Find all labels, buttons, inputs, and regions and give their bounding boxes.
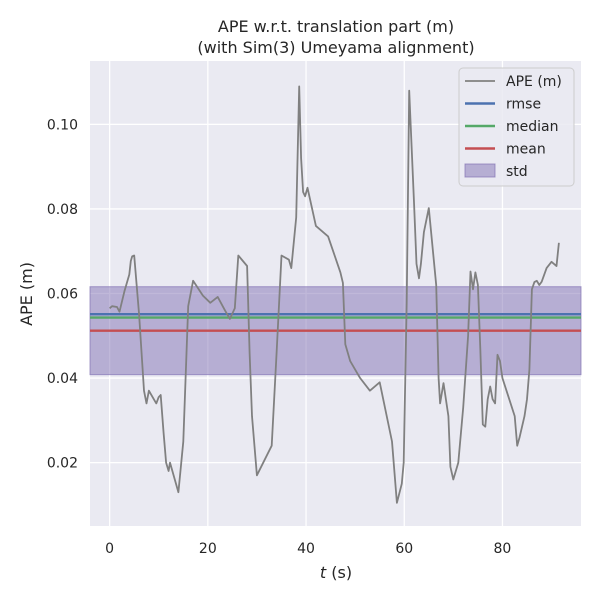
y-tick-label: 0.02 [47,456,78,472]
chart-subtitle: (with Sim(3) Umeyama alignment) [197,38,474,57]
x-axis-label-unit: (s) [326,563,352,582]
x-tick-label: 60 [395,541,413,557]
ape-line [109,85,560,504]
x-axis-label-variable: t [320,563,327,582]
statistic-lines [90,313,581,332]
chart-title: APE w.r.t. translation part (m) [218,17,454,36]
x-tick-label: 0 [105,541,114,557]
y-tick-label: 0.10 [47,117,78,133]
x-tick-label: 40 [297,541,315,557]
y-tick-label: 0.06 [47,287,78,303]
legend-label: mean [506,142,546,158]
y-axis-label: APE (m) [17,262,36,326]
legend: APE (m) rmse median mean std [458,67,575,187]
legend-label: std [506,164,528,180]
tick-labels: 0 20 40 60 80 0.02 0.04 0.06 0.08 0.10 [47,117,512,557]
legend-label: median [506,119,558,135]
y-tick-label: 0.08 [47,202,78,218]
y-tick-label: 0.04 [47,371,78,387]
legend-box [458,67,575,187]
legend-swatch-std [464,163,496,178]
legend-label: APE (m) [506,74,562,90]
x-tick-label: 80 [494,541,512,557]
ape-series-layer [109,85,560,504]
x-tick-label: 20 [199,541,217,557]
x-axis-label: t (s) [320,563,352,582]
legend-label: rmse [506,97,541,113]
